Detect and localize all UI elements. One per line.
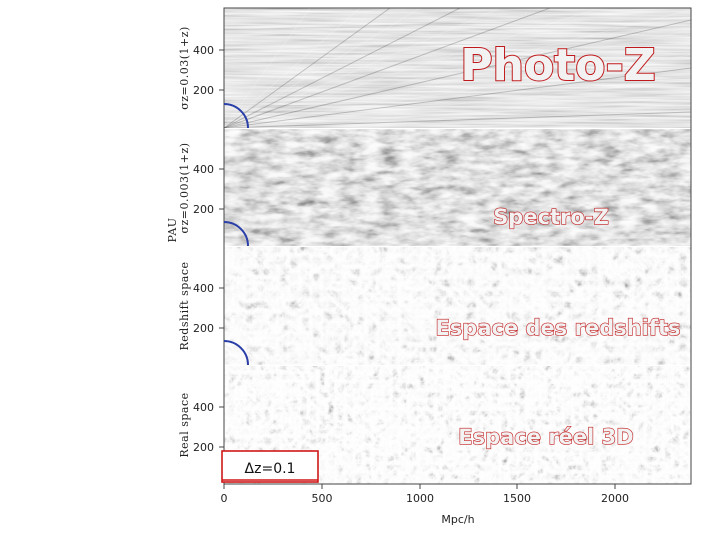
row-label-photoz: σz=0.03(1+z) [178, 26, 191, 110]
overlay-title-real: Espace réel 3D [458, 425, 633, 449]
panel-spectroz-image [224, 129, 691, 246]
xtick-label: 1000 [406, 492, 434, 505]
xtick-label: 2000 [601, 492, 629, 505]
overlay-title-photoz: Photo-Z [460, 40, 655, 91]
overlay-title-redshift: Espace des redshifts [435, 316, 680, 340]
panel-redshift-image [224, 247, 691, 365]
ytick-label: 400 [193, 282, 214, 295]
xtick-label: 500 [312, 492, 333, 505]
ytick-label: 200 [193, 203, 214, 216]
row-label-real: Real space [178, 392, 191, 457]
ytick-label: 200 [193, 84, 214, 97]
overlay-title-spectroz: Spectro-Z [493, 205, 609, 229]
row-label-redshift: Redshift space [178, 262, 191, 351]
xtick-label: 1500 [503, 492, 531, 505]
ytick-label: 200 [193, 322, 214, 335]
panel-photoz-image [224, 8, 691, 129]
ytick-label: 400 [193, 163, 214, 176]
row-label-spectroz: σz=0.003(1+z) [178, 142, 191, 233]
ytick-label: 400 [193, 401, 214, 414]
origin-arcs [223, 103, 249, 366]
x-axis-unit: Mpc/h [441, 513, 474, 526]
plot-frame [223, 7, 692, 485]
ytick-label: 200 [193, 441, 214, 454]
ytick-label: 400 [193, 44, 214, 57]
delta-z-label: Δz=0.1 [245, 461, 296, 477]
row-label-pau: PAU [166, 217, 179, 242]
xtick-label: 0 [221, 492, 228, 505]
delta-z-scale: Δz=0.1 [221, 450, 319, 483]
